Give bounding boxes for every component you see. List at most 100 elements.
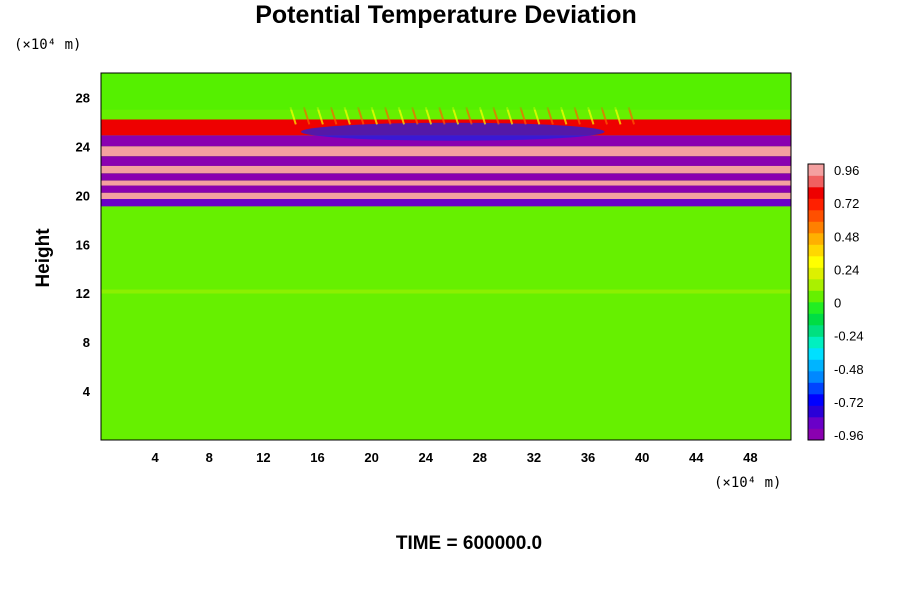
colorbar-segment [808,405,824,418]
y-tick-label: 28 [76,90,90,105]
colorbar-tick-label: 0.96 [834,163,859,178]
colorbar-segment [808,267,824,280]
y-axis-ticks: 4 8 12 16 20 24 28 [76,90,91,399]
wave-stripe [600,106,608,125]
heatmap-band [101,199,791,207]
y-tick-label: 16 [76,237,90,252]
colorbar-segment [808,256,824,268]
x-tick-label: 40 [635,450,649,465]
wave-stripe [302,106,311,125]
wave-stripe [424,106,433,125]
mid-layer [101,289,791,294]
wave-stripe [343,106,351,125]
colorbar-segment [808,279,824,291]
x-tick-label: 24 [418,450,433,465]
y-tick-label: 20 [76,188,90,203]
plot-area [101,73,791,440]
chart-title: Potential Temperature Deviation [255,1,637,29]
colorbar-tick-label: -0.24 [834,329,864,344]
colorbar-segment [808,233,824,245]
colorbar-segment [808,198,824,211]
wave-stripe [478,106,487,125]
x-tick-label: 44 [689,450,704,465]
wave-stripe [587,106,595,125]
colorbar-segment [808,325,824,337]
heatmap-band [101,173,791,181]
colorbar-tick-label: 0 [834,296,841,311]
wave-stripe [546,106,554,125]
wave-stripe [492,106,500,125]
wave-stripe [451,106,460,125]
heatmap-band [101,185,791,193]
heatmap-band [101,135,791,147]
x-tick-label: 16 [310,450,324,465]
y-unit-label: (×10⁴ m) [14,37,81,53]
wave-stripe [505,106,514,125]
wave-stripe [316,106,324,125]
x-tick-label: 36 [581,450,595,465]
colorbar-segment [808,187,824,199]
x-tick-label: 32 [527,450,541,465]
wave-stripe [438,106,446,125]
x-axis-ticks: 4 8 12 16 20 24 28 32 36 40 44 48 [152,450,758,465]
wave-packet [300,122,605,141]
colorbar-segment [808,290,824,303]
x-tick-label: 20 [364,450,378,465]
heatmap-band [101,180,791,186]
upper-field [101,73,791,110]
wave-stripe [560,106,568,125]
x-tick-label: 28 [473,450,487,465]
wave-stripe [573,106,581,125]
colorbar-tick-label: 0.24 [834,262,859,277]
colorbar-tick-label: -0.96 [834,428,864,443]
heatmap-band [101,192,791,200]
x-unit-label: (×10⁴ m) [714,475,781,491]
colorbar-segment [808,348,824,360]
x-tick-label: 4 [152,450,160,465]
heatmap-band [101,156,791,166]
y-tick-label: 24 [76,139,91,154]
plot-frame [100,72,792,441]
colorbar-tick-label: -0.72 [834,395,864,410]
colorbar-segment [808,313,824,326]
y-tick-label: 12 [76,286,90,301]
heatmap-texture [101,73,791,294]
wave-stripe [384,106,392,125]
colorbar-segment [808,417,824,429]
y-tick-label: 8 [83,335,90,350]
colorbar-tick-label: -0.48 [834,362,864,377]
x-tick-label: 8 [206,450,213,465]
heatmap-band [101,165,791,174]
wave-stripe [532,106,541,125]
colorbar-segment [808,175,824,188]
time-label: TIME = 600000.0 [396,533,542,554]
colorbar-segment [808,210,824,222]
wave-stripe [289,106,297,125]
colorbar-tick-label: 0.48 [834,229,859,244]
colorbar-segment [808,428,824,441]
colorbar: 0.96 0.72 0.48 0.24 0 -0.24 -0.48 -0.72 -0.96 [807,163,864,443]
wave-stripe [627,106,636,125]
colorbar-segment [808,244,824,257]
colorbar-segment [808,382,824,395]
wave-stripe [614,106,622,125]
colorbar-segment [808,394,824,406]
x-tick-label: 48 [743,450,757,465]
wave-stripe [411,106,419,125]
wave-stripe [397,106,406,125]
colorbar-segment [808,164,824,176]
y-axis-label: Height [33,228,54,288]
wave-stripe [357,106,365,125]
heatmap-band [101,146,791,157]
wave-stripe [519,106,527,125]
colorbar-segment [808,371,824,383]
wave-stripe [465,106,473,125]
y-tick-label: 4 [83,384,91,399]
colorbar-segment [808,221,824,234]
wave-stripe [370,106,378,125]
x-tick-label: 12 [256,450,270,465]
colorbar-frame [807,163,825,441]
colorbar-segment [808,359,824,372]
colorbar-segment [808,336,824,349]
